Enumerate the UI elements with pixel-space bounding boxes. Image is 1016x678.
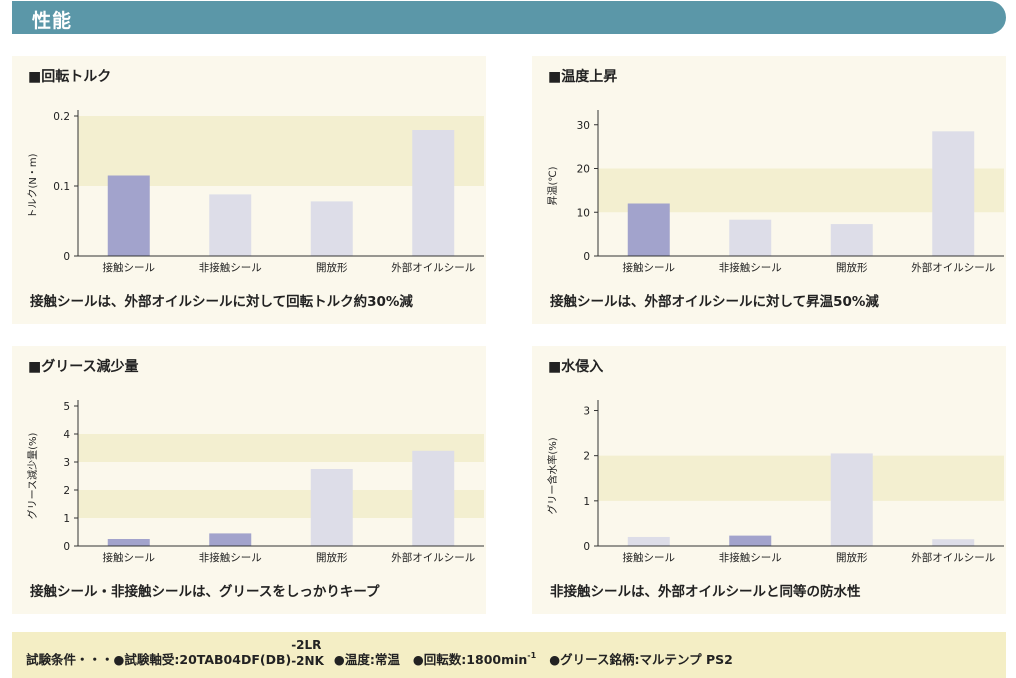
x-tick-label: 非接触シール — [719, 261, 782, 274]
bar — [107, 539, 150, 546]
bar — [729, 219, 772, 256]
y-tick-label: 0.2 — [53, 111, 70, 123]
bar — [107, 175, 150, 256]
temperature-chart: 接触シール 非接触シール 開放形 外部オイルシール 0 10 20 30 昇温(℃) — [547, 110, 1004, 274]
y-tick-label: 0 — [583, 251, 590, 263]
chart-title: ■回転トルク — [28, 69, 112, 85]
chart-caption: 非接触シールは、外部オイルシールと同等の防水性 — [550, 584, 861, 600]
y-tick-label: 5 — [63, 401, 70, 413]
y-tick-label: 3 — [583, 406, 590, 418]
y-tick-label: 1 — [63, 513, 70, 525]
chart-title: ■水侵入 — [548, 359, 604, 375]
torque-chart: 接触シール 非接触シール 開放形 外部オイルシール 0 0.1 0.2 トルク(N・m) — [27, 110, 484, 274]
x-tick-label: 非接触シール — [199, 261, 262, 274]
temperature-condition: ●温度:常温 — [333, 652, 400, 667]
y-tick-label: 4 — [63, 429, 70, 441]
x-tick-label: 外部オイルシール — [911, 261, 995, 274]
x-tick-label: 外部オイルシール — [391, 261, 475, 274]
test-conditions-line: 試験条件・・・●試験軸受:20TAB04DF(DB) -2LR -2NK ●温度:常… — [26, 638, 733, 668]
y-tick-label: 0 — [63, 251, 70, 263]
y-tick-label: 3 — [63, 457, 70, 469]
x-tick-label: 開放形 — [836, 551, 868, 564]
x-tick-label: 開放形 — [836, 261, 868, 274]
bearing-suffix: -2LR -2NK — [291, 638, 325, 668]
grease-chart: 接触シール 非接触シール 開放形 外部オイルシール 0 1 2 3 4 5 グリース減少量(%) — [26, 400, 484, 564]
bar — [830, 224, 873, 256]
y-axis-label: 昇温(℃) — [547, 166, 559, 205]
y-axis-label: グリース減少量(%) — [26, 433, 39, 520]
y-tick-label: 0 — [583, 541, 590, 553]
chart-caption: 接触シールは、外部オイルシールに対して昇温50%減 — [550, 294, 879, 310]
x-tick-label: 外部オイルシール — [911, 551, 995, 564]
bar — [310, 469, 353, 546]
y-tick-label: 2 — [63, 485, 70, 497]
chart-caption: 接触シール・非接触シールは、グリースをしっかりキープ — [30, 584, 380, 600]
x-tick-label: 接触シール — [623, 261, 676, 274]
y-tick-label: 0 — [63, 541, 70, 553]
y-tick-label: 2 — [583, 451, 590, 463]
y-tick-label: 1 — [583, 496, 590, 508]
water-chart: 接触シール 非接触シール 開放形 外部オイルシール 0 1 2 3 グリー含水率(%) — [546, 400, 1004, 564]
bar — [412, 450, 455, 546]
y-axis-label: トルク(N・m) — [27, 153, 39, 218]
y-tick-label: 30 — [577, 120, 590, 132]
y-tick-label: 20 — [577, 164, 590, 176]
chart-title: ■グリース減少量 — [28, 359, 139, 375]
x-tick-label: 接触シール — [623, 551, 676, 564]
bar — [627, 536, 670, 546]
bar — [310, 201, 353, 256]
bar — [830, 453, 873, 546]
x-tick-label: 開放形 — [316, 261, 348, 274]
bar — [412, 130, 455, 256]
bearing-suffix-bottom: -2NK — [291, 654, 324, 668]
speed-condition: ●回転数:1800min — [412, 652, 528, 667]
section-title: 性能 — [32, 10, 73, 32]
y-tick-label: 10 — [577, 207, 590, 219]
bearing-suffix-top: -2LR — [291, 638, 322, 652]
chart-panel-temperature: ■温度上昇 接触シール 非接触シール 開放形 外部オイルシール 0 10 20 30 昇温(℃)… — [532, 56, 1006, 324]
x-tick-label: 非接触シール — [719, 551, 782, 564]
bar — [932, 539, 975, 546]
bar — [932, 131, 975, 256]
x-tick-label: 開放形 — [316, 551, 348, 564]
speed-superscript: -1 — [527, 651, 537, 660]
y-axis-label: グリー含水率(%) — [546, 437, 559, 514]
grease-condition: ●グリース銘柄:マルテンプ PS2 — [549, 652, 733, 667]
x-tick-label: 非接触シール — [199, 551, 262, 564]
x-tick-label: 接触シール — [103, 261, 156, 274]
chart-panel-torque: ■回転トルク 接触シール 非接触シール 開放形 外部オイルシール 0 0.1 0.2 トルク(… — [12, 56, 486, 324]
bar — [627, 203, 670, 256]
y-tick-label: 0.1 — [53, 181, 70, 193]
conditions-prefix: 試験条件・・・●試験軸受:20TAB04DF(DB) — [26, 652, 292, 667]
x-tick-label: 外部オイルシール — [391, 551, 475, 564]
bar — [729, 535, 772, 546]
chart-panel-grease: ■グリース減少量 接触シール 非接触シール 開放形 外部オイルシール 0 1 2 3 4 5 グリー… — [12, 346, 486, 614]
bar — [209, 533, 252, 546]
x-tick-label: 接触シール — [103, 551, 156, 564]
section-header: 性能 — [12, 1, 1006, 34]
grid-band — [598, 455, 1004, 501]
chart-title: ■温度上昇 — [548, 69, 618, 85]
test-conditions: 試験条件・・・●試験軸受:20TAB04DF(DB) -2LR -2NK ●温度:常… — [12, 632, 1006, 678]
chart-panel-water: ■水侵入 接触シール 非接触シール 開放形 外部オイルシール 0 1 2 3 グリー含水率(%)… — [532, 346, 1006, 614]
chart-caption: 接触シールは、外部オイルシールに対して回転トルク約30%減 — [30, 294, 413, 310]
bar — [209, 194, 252, 256]
